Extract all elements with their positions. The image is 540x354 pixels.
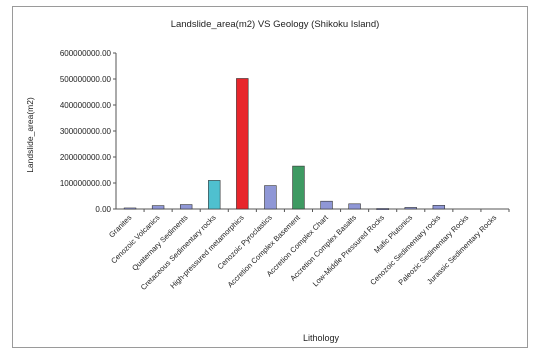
bar bbox=[292, 165, 305, 210]
y-axis-label: Landslide_area(m2) bbox=[25, 97, 35, 173]
bar bbox=[432, 205, 446, 210]
y-tick-label: 600000000.00 bbox=[60, 49, 112, 58]
bar bbox=[404, 207, 417, 210]
bar bbox=[151, 205, 165, 210]
bar bbox=[236, 78, 249, 210]
x-tick-label: Cenozoic Volcanics bbox=[109, 213, 162, 266]
bar bbox=[348, 203, 361, 210]
bar bbox=[179, 204, 193, 210]
y-tick-label: 300000000.00 bbox=[60, 127, 112, 136]
y-tick-label: 500000000.00 bbox=[60, 75, 112, 84]
chart-area: Landslide_area(m2) VS Geology (Shikoku I… bbox=[12, 6, 528, 348]
y-tick-label: 400000000.00 bbox=[60, 101, 112, 110]
y-tick-label: 0.00 bbox=[95, 205, 111, 214]
y-tick-label: 100000000.00 bbox=[60, 179, 112, 188]
x-axis-label: Lithology bbox=[303, 333, 340, 343]
bar bbox=[123, 207, 137, 210]
chart-title: Landslide_area(m2) VS Geology (Shikoku I… bbox=[171, 19, 380, 30]
bar bbox=[208, 180, 221, 210]
bar bbox=[264, 185, 277, 210]
x-tick-label: Granites bbox=[107, 213, 134, 240]
bar bbox=[320, 200, 333, 210]
bar bbox=[376, 208, 389, 210]
plot-area: 0.00 100000000.00 200000000.00 300000000.00… bbox=[60, 49, 510, 292]
bar-chart: Landslide_area(m2) VS Geology (Shikoku I… bbox=[25, 19, 510, 343]
y-tick-label: 200000000.00 bbox=[60, 153, 112, 162]
